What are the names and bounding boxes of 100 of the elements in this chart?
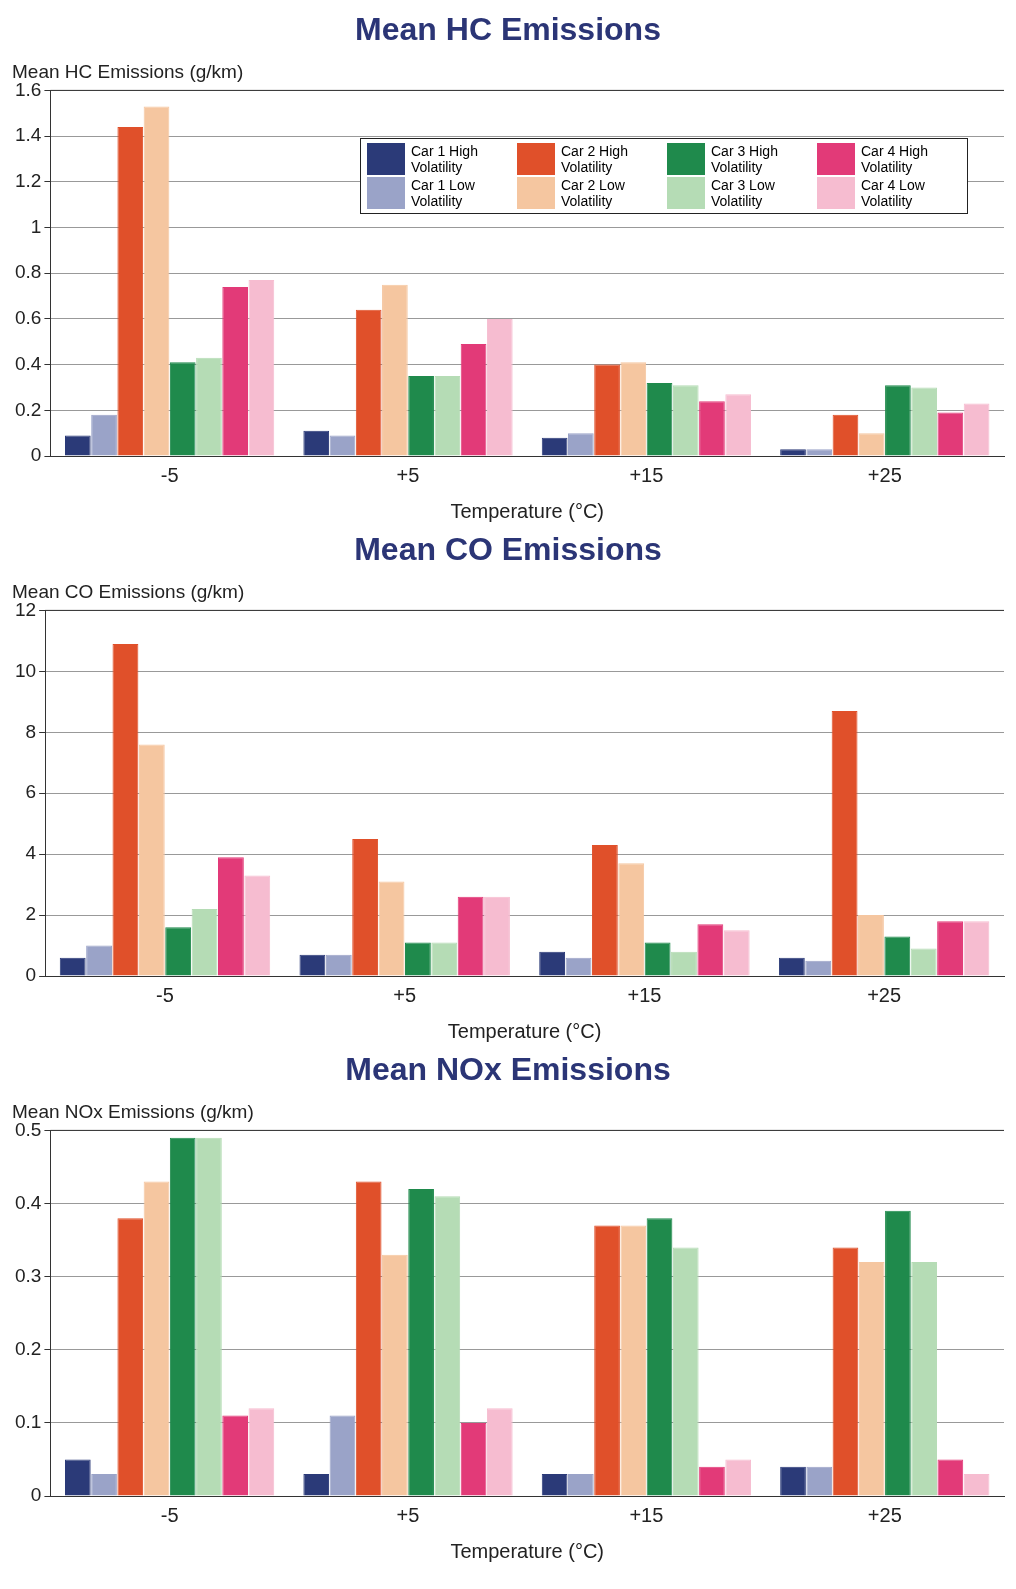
bar — [329, 435, 356, 456]
y-tick-label: 0 — [30, 444, 42, 466]
bar — [963, 403, 990, 456]
bar — [486, 1408, 513, 1496]
bar — [806, 449, 833, 456]
y-tick-label: 0.3 — [14, 1264, 42, 1286]
bar — [963, 921, 990, 976]
bar — [382, 284, 408, 456]
bar — [885, 385, 911, 456]
bar — [780, 449, 806, 456]
bar — [723, 930, 750, 976]
bar — [431, 942, 458, 976]
bar — [806, 1466, 833, 1496]
bar — [565, 957, 592, 976]
bar — [858, 1262, 885, 1496]
bar — [143, 1181, 170, 1496]
bar — [404, 942, 431, 976]
bar — [59, 957, 86, 976]
bar — [832, 414, 859, 456]
bar — [805, 960, 832, 976]
bar — [594, 1225, 620, 1496]
y-tick-label: 0.2 — [14, 1337, 42, 1359]
x-tick-label: -5 — [156, 983, 174, 1006]
bar — [303, 1474, 330, 1496]
bar — [434, 1196, 461, 1496]
legend-label: Car 1 High Volatility — [411, 143, 479, 175]
y-tick-label: 0.6 — [14, 307, 42, 329]
bar — [248, 280, 275, 456]
bar — [646, 1218, 673, 1496]
bar — [672, 385, 699, 456]
bar — [646, 382, 673, 456]
legend-label: Car 4 High Volatility — [861, 143, 929, 175]
bar — [378, 881, 405, 976]
x-axis-title: Temperature (°C) — [450, 499, 604, 522]
bar — [117, 1218, 144, 1496]
bar — [831, 710, 858, 976]
y-tick-label: 8 — [25, 720, 37, 742]
y-tick-label: 1 — [30, 215, 42, 237]
bar — [457, 896, 484, 976]
bar — [963, 1474, 990, 1496]
x-axis-title: Temperature (°C) — [447, 1019, 602, 1042]
y-tick-label: 6 — [25, 781, 37, 803]
bar — [352, 838, 379, 976]
x-tick-label: +15 — [627, 983, 662, 1006]
bar — [911, 387, 937, 456]
bar — [591, 844, 618, 976]
y-tick-label: 4 — [25, 842, 37, 864]
y-tick-label: 0.8 — [14, 261, 42, 283]
x-tick-label: +5 — [396, 463, 420, 486]
legend-label: Car 3 High Volatility — [711, 143, 779, 175]
bar — [539, 951, 566, 976]
legend-label: Car 3 Low Volatility — [711, 177, 776, 209]
bar — [64, 435, 91, 456]
bar — [541, 1474, 568, 1496]
bar — [460, 1422, 487, 1496]
chart-title: Mean CO Emissions — [354, 531, 662, 568]
bar — [165, 927, 192, 976]
bar — [434, 376, 461, 456]
x-tick-label: +5 — [396, 1503, 420, 1526]
bar — [910, 948, 937, 976]
bar — [620, 1225, 647, 1496]
bar — [884, 936, 911, 976]
bar — [671, 951, 697, 976]
x-tick-label: +25 — [867, 1503, 902, 1526]
bar — [911, 1262, 937, 1496]
bar — [117, 126, 144, 456]
bar — [329, 1415, 356, 1496]
bar — [618, 863, 645, 976]
bar — [460, 344, 487, 456]
bar — [568, 1474, 594, 1496]
bar — [196, 357, 222, 456]
bar — [832, 1247, 859, 1496]
bar — [858, 433, 885, 456]
bar — [222, 286, 249, 456]
y-tick-label: 10 — [14, 659, 37, 681]
bar — [355, 1181, 382, 1496]
x-tick-label: -5 — [160, 1503, 179, 1526]
x-tick-label: -5 — [160, 463, 179, 486]
bar — [644, 942, 671, 976]
bar — [697, 924, 724, 976]
bar — [169, 1137, 196, 1496]
bar — [196, 1137, 222, 1496]
bar — [725, 1459, 752, 1496]
chart-title: Mean HC Emissions — [355, 11, 661, 48]
bar — [91, 414, 117, 456]
y-tick-label: 1.4 — [14, 124, 42, 146]
bar — [725, 394, 752, 456]
legend-label: Car 2 Low Volatility — [561, 177, 626, 209]
bar — [408, 1188, 434, 1496]
y-tick-label: 0.4 — [14, 1191, 42, 1213]
bar — [408, 376, 434, 456]
bar — [112, 643, 139, 976]
bar — [937, 1459, 964, 1496]
bar — [138, 744, 165, 976]
bar — [325, 954, 352, 976]
y-tick-label: 0 — [30, 1484, 42, 1506]
bar — [699, 1466, 725, 1496]
bar — [248, 1408, 275, 1496]
x-tick-label: +15 — [629, 463, 664, 486]
y-tick-label: 0.4 — [14, 352, 42, 374]
